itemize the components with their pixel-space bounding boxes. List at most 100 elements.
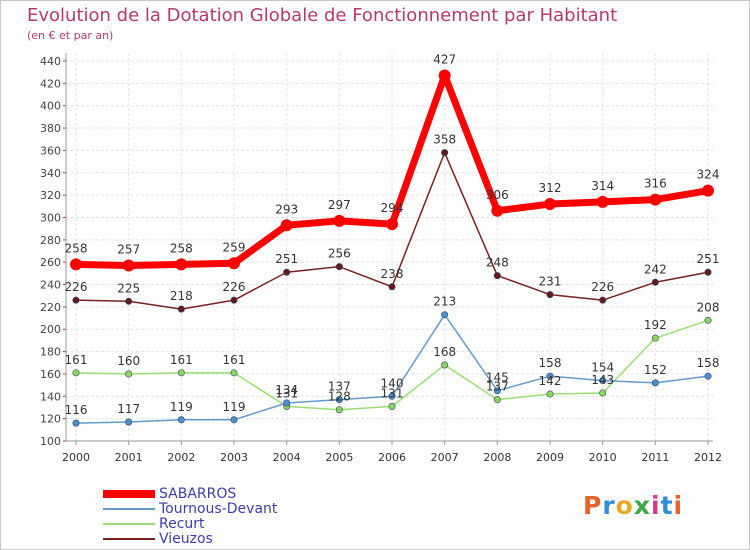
x-tick-labels: 2000 2001 2002 2003 2004 2005 2006 2007 2008 2009… — [62, 451, 722, 464]
y-tick-label: 220 — [40, 301, 61, 314]
data-point — [599, 296, 607, 304]
chart-subtitle: (en € et par an) — [27, 29, 114, 42]
legend-label: Recurt — [159, 516, 205, 532]
data-point — [72, 369, 80, 377]
data-point — [177, 305, 185, 313]
data-point — [493, 272, 501, 280]
data-point — [438, 69, 451, 82]
data-label: 225 — [117, 281, 140, 295]
y-tick-label: 420 — [40, 77, 61, 90]
x-tick-label: 2000 — [62, 451, 90, 464]
data-label: 316 — [644, 177, 667, 191]
legend-swatch — [103, 490, 155, 498]
data-point — [122, 259, 135, 272]
data-label: 238 — [381, 267, 404, 281]
data-point — [72, 296, 80, 304]
legend-item: Vieuzos — [103, 531, 213, 547]
x-tick-label: 2006 — [378, 451, 406, 464]
legend-swatch — [103, 508, 155, 510]
data-point — [441, 361, 449, 369]
data-point — [704, 268, 712, 276]
data-label: 161 — [65, 353, 88, 367]
data-label: 218 — [170, 289, 193, 303]
y-tick-label: 360 — [40, 144, 61, 157]
data-label: 158 — [697, 356, 720, 370]
x-tick-label: 2004 — [273, 451, 301, 464]
data-point — [335, 396, 343, 404]
data-label: 248 — [486, 256, 509, 270]
axes — [63, 53, 713, 445]
data-point — [177, 416, 185, 424]
data-point — [599, 377, 607, 385]
data-label: 154 — [591, 361, 614, 375]
y-tick-label: 380 — [40, 122, 61, 135]
data-label: 213 — [433, 295, 456, 309]
data-point — [280, 219, 293, 232]
data-label: 226 — [223, 280, 246, 294]
data-point — [491, 204, 504, 217]
data-label: 258 — [170, 241, 193, 255]
data-label: 251 — [275, 252, 298, 266]
data-label: 256 — [328, 247, 351, 261]
data-point — [441, 149, 449, 157]
data-label: 116 — [65, 403, 88, 417]
x-tick-label: 2008 — [483, 451, 511, 464]
data-point — [702, 184, 714, 197]
data-label: 119 — [223, 400, 246, 414]
data-point — [175, 258, 188, 271]
data-label: 137 — [328, 380, 351, 394]
logo-letter: i — [673, 491, 684, 520]
legend-label: SABARROS — [159, 486, 237, 502]
data-point — [125, 297, 133, 305]
data-point — [70, 258, 82, 271]
data-point — [546, 291, 554, 299]
data-label: 137 — [486, 380, 509, 394]
data-point — [283, 268, 291, 276]
data-label: 140 — [381, 376, 404, 390]
logo-letter: x — [633, 491, 651, 520]
y-tick-label: 260 — [40, 256, 61, 269]
data-label: 168 — [433, 345, 456, 359]
x-tick-label: 2007 — [431, 451, 459, 464]
data-label: 258 — [65, 241, 88, 255]
data-label: 131 — [381, 386, 404, 400]
data-label: 293 — [275, 202, 298, 216]
data-point — [596, 195, 609, 208]
data-label: 358 — [433, 133, 456, 147]
data-label: 192 — [644, 318, 667, 332]
y-tick-label: 120 — [40, 413, 61, 426]
data-label: 158 — [539, 356, 562, 370]
data-label: 324 — [697, 168, 720, 182]
y-tick-labels: 100 120 140 160 180 200 220 240 260 280 300 320 340 3… — [40, 55, 61, 448]
data-point — [228, 257, 240, 270]
data-label: 134 — [275, 383, 298, 397]
data-label: 208 — [697, 300, 720, 314]
y-tick-label: 300 — [40, 211, 61, 224]
y-tick-label: 240 — [40, 279, 61, 292]
data-label: 226 — [591, 280, 614, 294]
data-label: 231 — [539, 275, 562, 289]
data-point — [493, 396, 501, 404]
data-label: 314 — [591, 179, 614, 193]
data-point — [388, 392, 396, 400]
data-point — [704, 316, 712, 324]
y-tick-label: 140 — [40, 390, 61, 403]
logo-letter: i — [651, 491, 661, 520]
data-label: 294 — [381, 201, 404, 215]
data-label: 143 — [591, 373, 614, 387]
data-label: 119 — [170, 400, 193, 414]
chart-title: Evolution de la Dotation Globale de Fonc… — [27, 5, 618, 26]
logo-letter: t — [660, 491, 674, 520]
y-tick-label: 280 — [40, 234, 61, 247]
logo-letter: P — [583, 491, 603, 520]
x-tick-label: 2005 — [325, 451, 353, 464]
data-label: 297 — [328, 198, 351, 212]
data-label: 226 — [65, 280, 88, 294]
data-point — [125, 418, 133, 426]
proxiti-logo: Proxiti — [583, 491, 683, 520]
data-label: 161 — [223, 353, 246, 367]
data-point — [177, 369, 185, 377]
data-label: 160 — [117, 354, 140, 368]
data-point — [544, 198, 556, 211]
